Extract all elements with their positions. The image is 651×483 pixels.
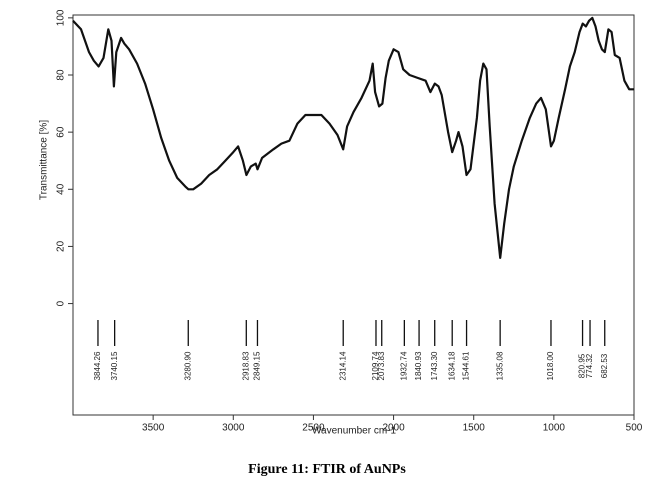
y-tick-label: 0 <box>56 300 67 306</box>
peak-label: 1743.30 <box>430 351 439 380</box>
caption: Figure 11: FTIR of AuNPs <box>248 462 406 477</box>
spectrum-line <box>72 16 634 259</box>
y-tick-label: 40 <box>56 183 67 195</box>
peak-label: 1840.93 <box>414 351 423 380</box>
peak-label: 3280.90 <box>183 351 192 380</box>
x-tick-label: 2000 <box>382 423 405 434</box>
peak-label: 1018.00 <box>546 351 555 380</box>
x-tick-label: 500 <box>626 423 643 434</box>
peak-label: 2314.14 <box>338 351 347 380</box>
plot-frame <box>72 14 635 416</box>
x-tick-label: 1000 <box>543 423 566 434</box>
x-tick-label: 2500 <box>302 423 325 434</box>
x-axis-label: Wavenumber cm-1 <box>312 426 397 437</box>
peak-label: 2109.74 <box>371 351 380 380</box>
y-tick-label: 80 <box>56 69 67 81</box>
peak-label: 2918.83 <box>241 351 250 380</box>
peak-label: 2849.15 <box>253 351 262 380</box>
x-tick-label: 3000 <box>222 423 245 434</box>
peak-label: 3844.26 <box>93 351 102 380</box>
y-axis-label: Transmittance [%] <box>39 120 50 200</box>
peak-label: 1932.74 <box>399 351 408 380</box>
y-tick-label: 100 <box>56 9 67 26</box>
peak-label: 1634.18 <box>447 351 456 380</box>
peak-label: 682.53 <box>600 353 609 378</box>
y-tick-label: 20 <box>56 240 67 252</box>
x-tick-label: 1500 <box>463 423 486 434</box>
x-tick-label: 3500 <box>142 423 165 434</box>
peak-label: 1335.08 <box>495 351 504 380</box>
peak-label: 820.95 <box>578 353 587 378</box>
y-tick-label: 60 <box>56 126 67 138</box>
peak-label: 2073.83 <box>377 351 386 380</box>
peak-label: 774.32 <box>585 353 594 378</box>
peak-label: 3740.15 <box>110 351 119 380</box>
peak-label: 1544.61 <box>462 351 471 380</box>
